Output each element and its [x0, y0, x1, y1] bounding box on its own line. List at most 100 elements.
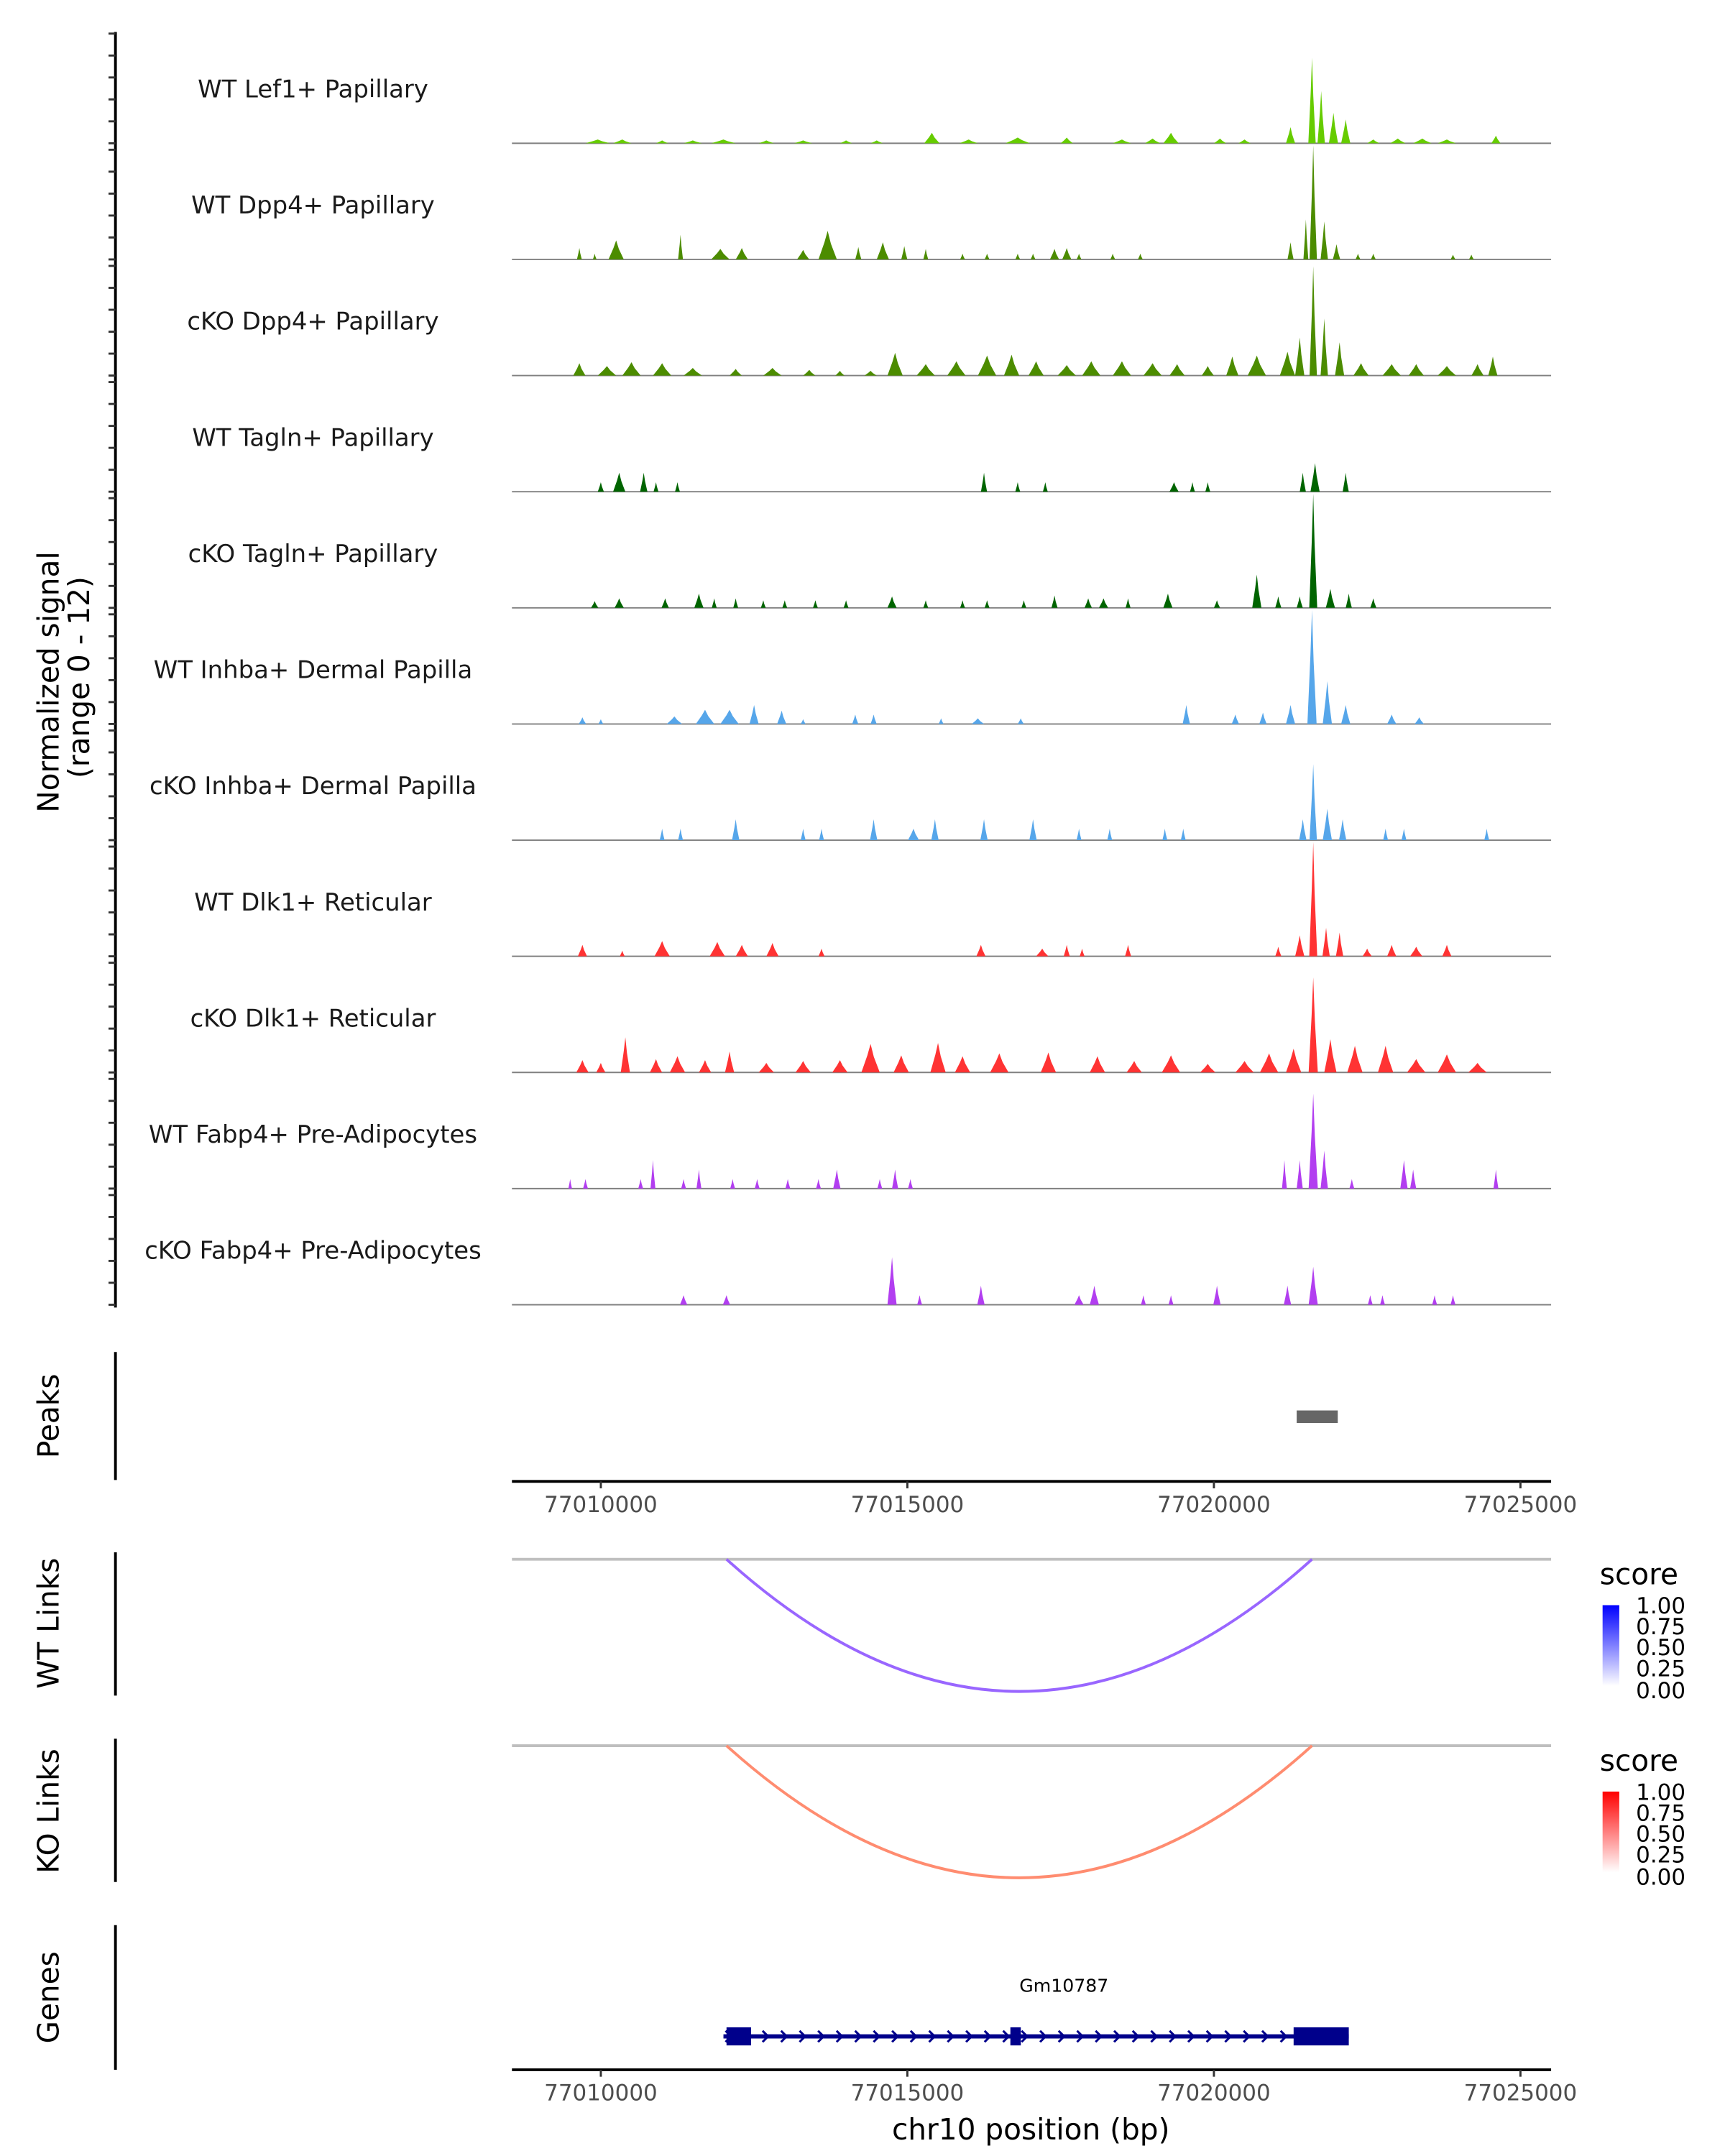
- coverage-peak: [782, 600, 788, 608]
- coverage-peak: [833, 1169, 841, 1189]
- coverage-peak: [795, 1061, 811, 1073]
- coverage-peak: [1279, 351, 1295, 376]
- coverage-peak: [656, 140, 668, 144]
- legend-tick: 0.50: [1636, 1822, 1685, 1848]
- y-axis-title-line-1: Normalized signal: [31, 551, 65, 812]
- coverage-peak: [1308, 57, 1316, 144]
- y-axis-title-line-2: (range 0 - 12): [62, 576, 96, 778]
- coverage-peak: [730, 369, 742, 376]
- coverage-peak: [1303, 219, 1309, 259]
- coverage-peak: [760, 600, 766, 608]
- coverage-peak: [1322, 681, 1333, 724]
- strand-arrow-icon: [909, 2030, 918, 2043]
- coverage-peak: [893, 1055, 909, 1073]
- coverage-peak: [1180, 829, 1186, 841]
- strand-arrow-icon: [1113, 2030, 1121, 2043]
- coverage-peak: [1383, 829, 1389, 841]
- coverage-peak: [650, 1160, 656, 1189]
- coverage-track: WT Dlk1+ Reticular: [194, 842, 1552, 957]
- strand-arrow-icon: [1243, 2030, 1251, 2043]
- coverage-peak: [1275, 596, 1282, 608]
- strand-arrow-icon: [1131, 2030, 1140, 2043]
- track-label: cKO Inhba+ Dermal Papilla: [150, 772, 477, 800]
- coverage-peak: [679, 1295, 688, 1305]
- coverage-peak: [758, 140, 774, 144]
- coverage-peak: [1138, 254, 1143, 259]
- coverage-peak: [659, 829, 665, 841]
- coverage-peak: [1213, 138, 1226, 144]
- strand-arrow-icon: [1150, 2030, 1159, 2043]
- coverage-peak: [1309, 145, 1317, 259]
- coverage-peak: [1169, 364, 1185, 376]
- coverage-track: cKO Dpp4+ Papillary: [187, 266, 1552, 377]
- ko-links-label: KO Links: [31, 1749, 65, 1874]
- coverage-peak: [1049, 249, 1059, 259]
- legend-tick: 0.00: [1636, 1678, 1685, 1704]
- coverage-peak: [1259, 712, 1267, 724]
- coverage-peak: [585, 139, 610, 144]
- coverage-peak: [976, 944, 986, 957]
- coverage-peak: [870, 714, 877, 724]
- genes-track-label: Genes: [31, 1951, 65, 2043]
- coverage-peak: [901, 246, 908, 259]
- coverage-peak: [1355, 254, 1361, 259]
- coverage-peak: [931, 819, 939, 841]
- coverage-peak: [1468, 254, 1474, 259]
- coverage-peak: [916, 364, 935, 376]
- coverage-peak: [1322, 808, 1333, 841]
- peaks-track-label: Peaks: [31, 1374, 65, 1459]
- coverage-peak: [887, 352, 903, 376]
- coverage-track: cKO Fabp4+ Pre-Adipocytes: [144, 1237, 1552, 1306]
- coverage-peak: [1015, 482, 1021, 492]
- coverage-peak: [1343, 472, 1349, 492]
- coverage-peak: [990, 1053, 1009, 1073]
- coverage-peak: [1438, 366, 1456, 376]
- coverage-peak: [661, 598, 669, 608]
- coverage-peak: [730, 1179, 735, 1189]
- coverage-peak: [1162, 829, 1168, 841]
- coverage-peak: [597, 482, 604, 492]
- coverage-peak: [1074, 1295, 1084, 1305]
- coverage-peak: [1126, 598, 1131, 608]
- coverage-peak: [1294, 337, 1305, 376]
- coverage-peak: [1015, 254, 1021, 259]
- strand-arrow-icon: [817, 2030, 826, 2043]
- coverage-peak: [1307, 609, 1317, 724]
- coverage-peak: [924, 132, 940, 144]
- coverage-peak: [1328, 113, 1338, 144]
- coverage-peak: [818, 949, 825, 957]
- coverage-peak: [1163, 593, 1173, 608]
- coverage-peak: [876, 242, 889, 259]
- coverage-peak: [855, 247, 862, 259]
- coverage-peak: [840, 140, 852, 144]
- legend-title: score: [1600, 1743, 1678, 1778]
- coverage-peak: [1082, 361, 1101, 376]
- coverage-peak: [1238, 139, 1251, 144]
- coverage-peak: [1090, 1056, 1105, 1073]
- coverage-peak: [650, 1059, 663, 1073]
- coverage-peak: [1051, 595, 1058, 608]
- coverage-peak: [577, 944, 587, 957]
- coverage-peak: [870, 819, 878, 841]
- strand-arrow-icon: [873, 2030, 881, 2043]
- coverage-peak: [638, 1179, 643, 1189]
- coverage-peak: [864, 370, 877, 376]
- coverage-peak: [930, 1043, 946, 1073]
- strand-arrow-icon: [965, 2030, 974, 2043]
- coverage-peak: [1340, 119, 1351, 144]
- coverage-peak: [1414, 717, 1425, 724]
- x-tick-label: 77020000: [1157, 1492, 1271, 1518]
- coverage-peak: [1325, 589, 1335, 608]
- coverage-peak: [722, 1295, 730, 1305]
- gene-exon: [1293, 2027, 1349, 2046]
- x-tick-label: 77015000: [851, 1492, 965, 1518]
- coverage-peak: [1409, 1169, 1417, 1189]
- coverage-peak: [1362, 949, 1372, 957]
- coverage-track: WT Fabp4+ Pre-Adipocytes: [149, 1093, 1552, 1189]
- coverage-peak: [1213, 1286, 1221, 1305]
- legend-tick: 1.00: [1636, 1593, 1685, 1619]
- legend-colorbar: [1602, 1605, 1619, 1686]
- coverage-peak: [597, 366, 617, 376]
- coverage-peak: [615, 598, 624, 608]
- x-tick-label: 77015000: [851, 2081, 965, 2106]
